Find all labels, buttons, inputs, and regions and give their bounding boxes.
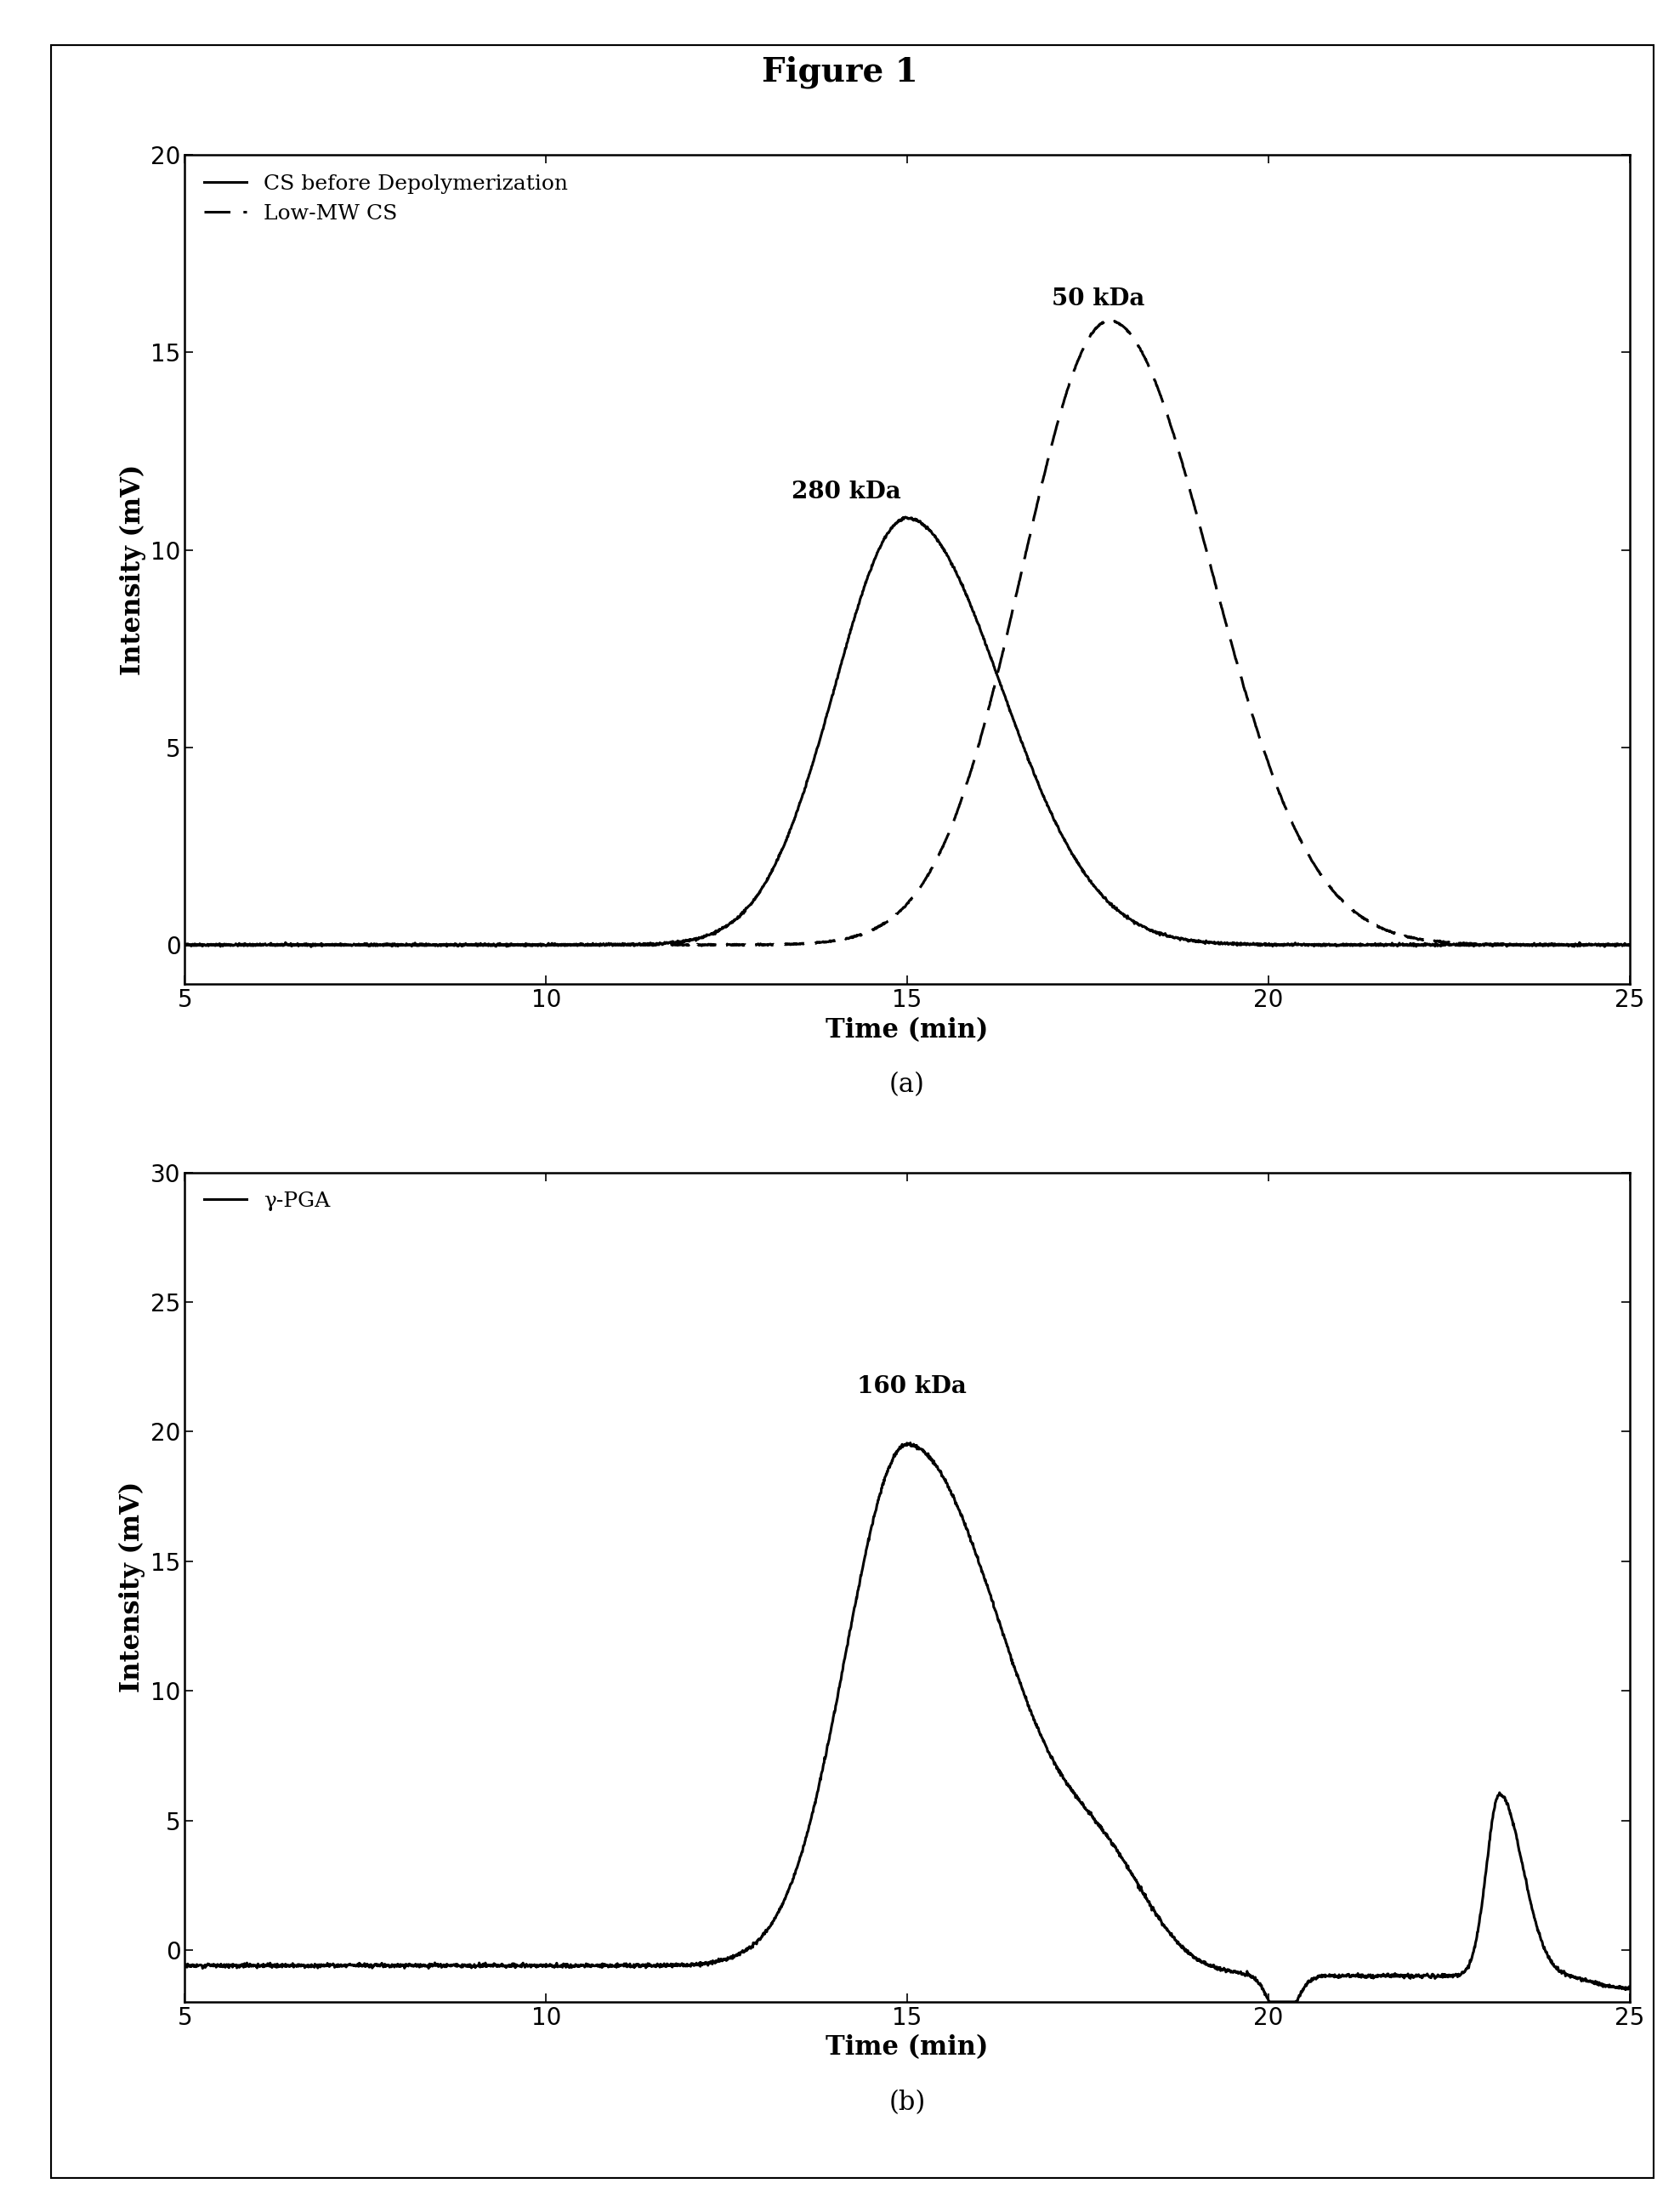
Text: (b): (b) — [889, 2090, 926, 2115]
Legend: CS before Depolymerization, Low-MW CS: CS before Depolymerization, Low-MW CS — [195, 166, 576, 232]
Text: (a): (a) — [889, 1073, 926, 1097]
Legend: γ-PGA: γ-PGA — [195, 1183, 338, 1219]
Y-axis label: Intensity (mV): Intensity (mV) — [119, 1482, 146, 1692]
X-axis label: Time (min): Time (min) — [827, 1018, 988, 1044]
X-axis label: Time (min): Time (min) — [827, 2035, 988, 2062]
Text: 50 kDa: 50 kDa — [1052, 288, 1144, 310]
Y-axis label: Intensity (mV): Intensity (mV) — [119, 465, 146, 675]
Text: 280 kDa: 280 kDa — [791, 480, 900, 504]
Text: 160 kDa: 160 kDa — [857, 1376, 966, 1398]
Text: Figure 1: Figure 1 — [763, 55, 917, 88]
